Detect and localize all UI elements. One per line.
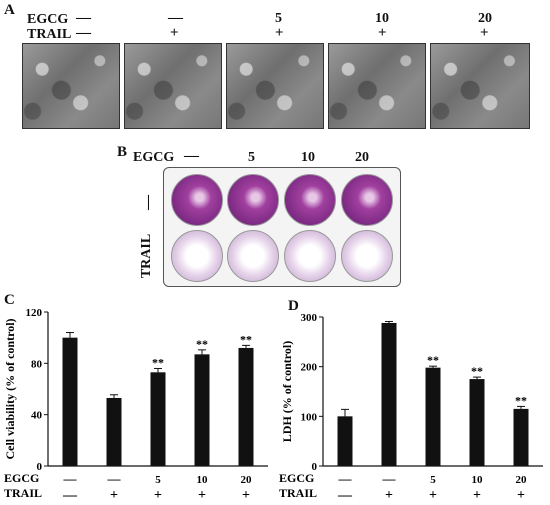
panel-a-egcg-value-2: — [168, 10, 183, 26]
micrograph-5 [430, 43, 530, 129]
panel-a-trail-value-4: + [378, 25, 387, 41]
chart-c-egcg-row-label: EGCG [4, 471, 39, 485]
chart-c-trail-row-label: TRAIL [4, 486, 42, 500]
chart-d-egcg-value-1: — [338, 471, 353, 486]
chart-d-trail-value-4: + [473, 488, 481, 503]
well-top-2 [227, 174, 279, 226]
chart-d-y-label: LDH (% of control) [280, 341, 294, 442]
culture-plate [163, 167, 401, 287]
chart-c-y-tick-label-0: 0 [37, 461, 43, 473]
chart-d-trail-value-1: — [337, 488, 353, 503]
panel-c-letter: C [4, 292, 15, 308]
well-bottom-1 [171, 230, 223, 282]
chart-d-egcg-value-4: 10 [472, 474, 484, 486]
panel-a-trail-value-2: + [170, 25, 179, 41]
chart-d-egcg-value-3: 5 [430, 474, 436, 486]
chart-c-y-label: Cell viability (% of control) [3, 318, 17, 459]
panel-b-letter: B [117, 144, 128, 160]
panel-a-trail-value-5: + [480, 25, 489, 41]
chart-c-y-tick-label-1: 40 [31, 410, 43, 422]
chart-d-significance-3: ** [427, 353, 439, 367]
panel-a-egcg-label: EGCG [27, 12, 69, 27]
panel-a-egcg-value-1: — [76, 10, 91, 26]
well-top-1 [171, 174, 223, 226]
chart-d-trail-value-5: + [517, 488, 525, 503]
chart-c-egcg-value-5: 20 [241, 474, 253, 486]
chart-d-significance-5: ** [515, 393, 527, 407]
panel-a-trail-label: TRAIL [27, 27, 72, 42]
chart-c-significance-3: ** [152, 355, 164, 369]
chart-c-egcg-value-4: 10 [197, 474, 209, 486]
chart-d-significance-4: ** [471, 364, 483, 378]
micrograph-2 [124, 43, 222, 129]
well-bottom-4 [341, 230, 393, 282]
panel-b-row-label-2: TRAIL [139, 233, 155, 279]
chart-d-y-tick-label-1: 100 [301, 411, 318, 423]
well-top-3 [284, 174, 336, 226]
panel-b-row-label-1: — [140, 195, 156, 210]
panel-b-egcg-value-3: 10 [301, 150, 315, 165]
chart-c-significance-5: ** [240, 332, 252, 346]
micrograph-3 [226, 43, 324, 129]
panel-b-egcg-value-4: 20 [355, 150, 369, 165]
chart-d-bar-2 [381, 322, 397, 466]
chart-d-egcg-value-2: — [382, 471, 397, 486]
chart-c-bar-3 [150, 372, 166, 466]
chart-d-ldh: 0 100 200 300 LDH (% of control) — — — + ** 5 + ** 10… [279, 312, 543, 503]
chart-d-egcg-row-label: EGCG [279, 471, 314, 485]
panel-a-egcg-value-4: 10 [375, 11, 389, 26]
chart-c-significance-4: ** [196, 337, 208, 351]
panel-a-trail-value-1: — [76, 25, 91, 41]
chart-c-bar-4 [194, 354, 210, 466]
panel-a-egcg-value-3: 5 [275, 11, 282, 26]
micrograph-1 [22, 43, 120, 129]
chart-d-trail-row-label: TRAIL [279, 486, 317, 500]
panel-a-egcg-value-5: 20 [478, 11, 492, 26]
chart-c-trail-value-5: + [242, 488, 250, 503]
well-top-4 [341, 174, 393, 226]
well-bottom-3 [284, 230, 336, 282]
chart-c-egcg-value-3: 5 [155, 474, 161, 486]
chart-c-egcg-value-1: — [63, 471, 78, 486]
chart-c-bar-5 [238, 347, 254, 466]
panel-a-letter: A [4, 2, 15, 18]
chart-d-egcg-value-5: 20 [516, 474, 528, 486]
well-bottom-2 [227, 230, 279, 282]
chart-c-y-tick-label-2: 80 [31, 358, 43, 370]
chart-c-cell-viability: 0 40 80 120 Cell viability (% of control) — — —… [3, 307, 268, 503]
panel-b-egcg-value-1: — [184, 148, 199, 164]
chart-d-trail-value-3: + [429, 488, 437, 503]
chart-c-y-tick-label-3: 120 [26, 307, 43, 319]
chart-d-y-tick-label-2: 200 [301, 362, 318, 374]
chart-d-y-tick-label-3: 300 [301, 312, 318, 324]
chart-d-trail-value-2: + [385, 488, 393, 503]
panel-d-letter: D [288, 298, 299, 314]
chart-d-bar-5 [513, 408, 529, 466]
chart-d-bar-3 [425, 367, 441, 466]
chart-c-trail-value-1: — [62, 488, 78, 503]
chart-c-bar-1 [62, 337, 78, 466]
chart-c-egcg-value-2: — [107, 471, 122, 486]
micrograph-4 [328, 43, 426, 129]
chart-d-bar-4 [469, 379, 485, 466]
chart-d-bar-1 [337, 416, 353, 466]
panel-b-egcg-label: EGCG [133, 150, 175, 165]
chart-c-trail-value-3: + [154, 488, 162, 503]
panel-a-trail-value-3: + [275, 25, 284, 41]
chart-c-trail-value-4: + [198, 488, 206, 503]
panel-b-egcg-value-2: 5 [248, 150, 255, 165]
chart-c-bar-2 [106, 397, 122, 466]
chart-d-y-tick-label-0: 0 [312, 461, 318, 473]
chart-c-trail-value-2: + [110, 488, 118, 503]
